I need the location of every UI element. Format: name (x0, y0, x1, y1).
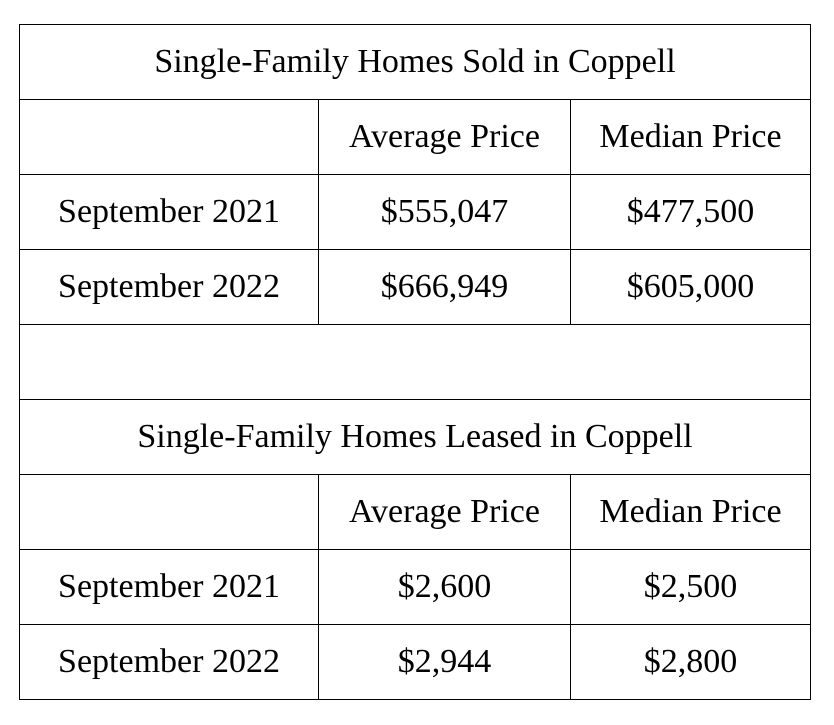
leased-header-median-price: Median Price (569, 474, 812, 550)
leased-period-cell: September 2022 (19, 624, 319, 700)
spacer-row (18, 324, 812, 400)
leased-title-row: Single-Family Homes Leased in Coppell (18, 399, 812, 475)
table-row: September 2022 $2,944 $2,800 (19, 624, 812, 700)
table-row: September 2021 $2,600 $2,500 (19, 549, 812, 625)
leased-average-cell: $2,944 (318, 624, 571, 700)
sold-header-row: Average Price Median Price (19, 99, 812, 175)
sold-title-row: Single-Family Homes Sold in Coppell (18, 24, 812, 100)
sold-header-average-price: Average Price (318, 99, 571, 175)
leased-table-title: Single-Family Homes Leased in Coppell (18, 399, 812, 475)
leased-header-average-price: Average Price (318, 474, 571, 550)
sold-average-cell: $666,949 (318, 249, 571, 325)
sold-median-cell: $477,500 (569, 174, 812, 250)
sold-table-title: Single-Family Homes Sold in Coppell (18, 24, 812, 100)
leased-period-cell: September 2021 (19, 549, 319, 625)
sold-period-cell: September 2021 (19, 174, 319, 250)
coppell-price-table: Single-Family Homes Sold in Coppell Aver… (18, 24, 812, 700)
leased-median-cell: $2,500 (569, 549, 812, 625)
spacer-cell (18, 324, 812, 400)
leased-average-cell: $2,600 (318, 549, 571, 625)
sold-header-median-price: Median Price (569, 99, 812, 175)
sold-period-cell: September 2022 (19, 249, 319, 325)
table-row: September 2021 $555,047 $477,500 (19, 174, 812, 250)
table-row: September 2022 $666,949 $605,000 (19, 249, 812, 325)
sold-header-empty-cell (19, 99, 319, 175)
leased-header-empty-cell (19, 474, 319, 550)
leased-header-row: Average Price Median Price (19, 474, 812, 550)
sold-average-cell: $555,047 (318, 174, 571, 250)
leased-median-cell: $2,800 (569, 624, 812, 700)
sold-median-cell: $605,000 (569, 249, 812, 325)
